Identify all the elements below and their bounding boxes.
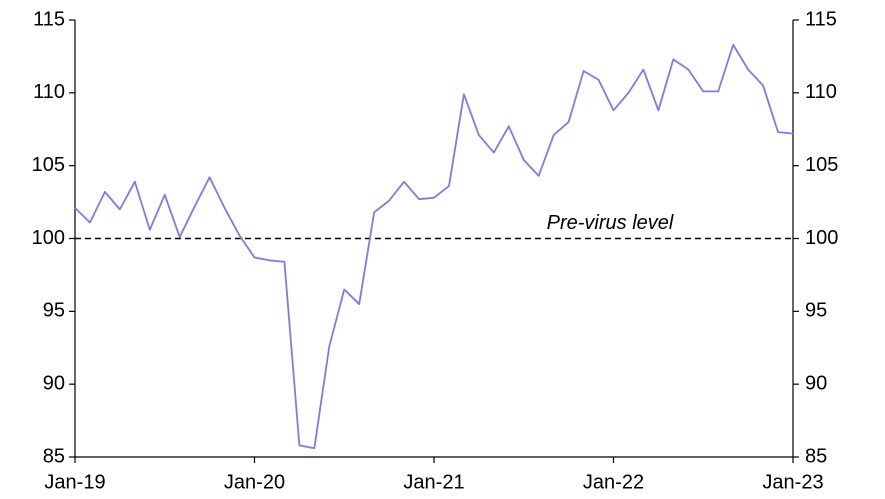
y-tick-label: 100 [32, 227, 65, 249]
y2-tick-label: 95 [805, 300, 827, 322]
y-tick-label: 95 [43, 300, 65, 322]
x-tick-label: Jan-19 [44, 471, 105, 493]
y-tick-label: 90 [43, 372, 65, 394]
reference-label: Pre-virus level [547, 212, 674, 234]
y2-tick-label: 85 [805, 445, 827, 467]
x-tick-label: Jan-21 [403, 471, 464, 493]
data-line [74, 43, 794, 450]
y2-tick-label: 90 [805, 372, 827, 394]
x-tick-label: Jan-23 [762, 471, 823, 493]
y2-tick-label: 105 [805, 154, 838, 176]
y-tick-label: 110 [33, 81, 65, 103]
y2-tick-label: 115 [805, 8, 837, 30]
y2-tick-label: 110 [805, 81, 837, 103]
y-tick-label: 115 [33, 8, 65, 30]
y-tick-label: 105 [32, 154, 65, 176]
x-tick-label: Jan-22 [583, 471, 644, 493]
y-tick-label: 85 [43, 445, 65, 467]
y2-tick-label: 100 [805, 227, 838, 249]
x-tick-label: Jan-20 [224, 471, 285, 493]
